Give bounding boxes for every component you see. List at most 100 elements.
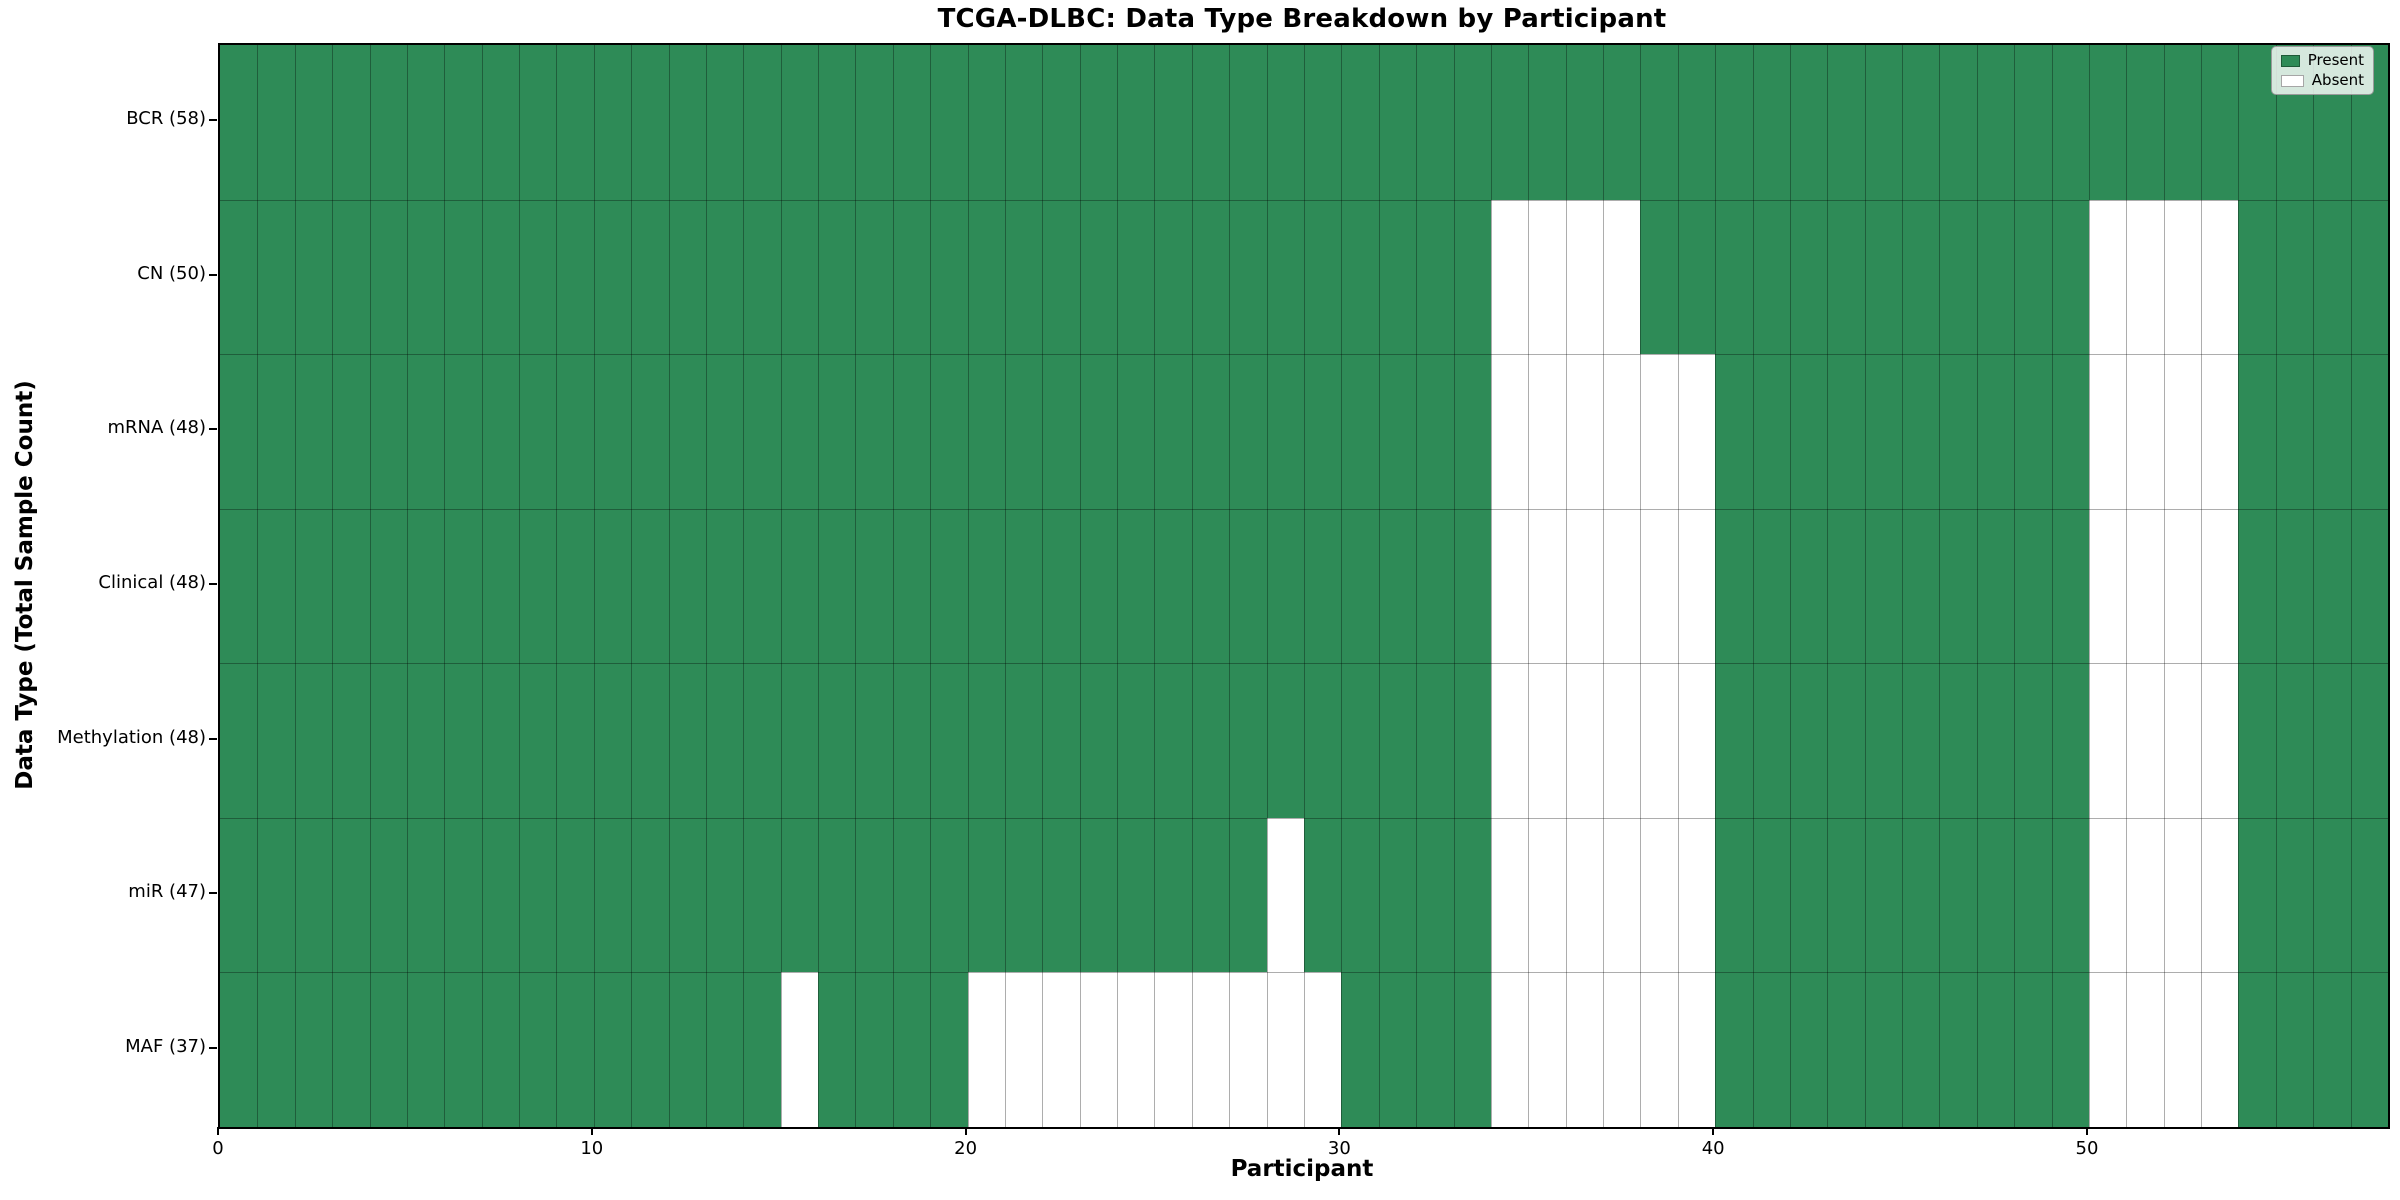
- gridline-vertical: [1191, 45, 1193, 1127]
- y-tick-mark: [209, 583, 217, 585]
- gridline-vertical: [1042, 45, 1044, 1127]
- heatmap-cell-absent: [2201, 508, 2239, 664]
- gridline-vertical: [369, 45, 371, 1127]
- y-tick-label: miR (47): [128, 881, 206, 903]
- gridline-vertical: [2275, 45, 2277, 1127]
- heatmap-cell-absent: [2201, 972, 2239, 1127]
- heatmap-cell-absent: [1004, 972, 1043, 1127]
- gridline-horizontal: [220, 199, 2388, 201]
- legend-row-present: Present: [2281, 53, 2364, 68]
- y-tick-mark: [209, 273, 217, 276]
- gridline-horizontal: [220, 972, 2388, 974]
- gridline-horizontal: [220, 354, 2388, 356]
- x-tick-label: 0: [212, 1138, 224, 1159]
- gridline-vertical: [705, 45, 707, 1127]
- y-tick-label: mRNA (48): [107, 417, 207, 439]
- heatmap-cell-absent: [1528, 199, 1566, 355]
- y-tick-label: BCR (58): [126, 108, 206, 130]
- x-tick-label: 30: [1327, 1138, 1351, 1159]
- gridline-vertical: [1789, 45, 1791, 1127]
- heatmap-cell-absent: [1154, 972, 1192, 1127]
- heatmap-cell-absent: [2201, 354, 2239, 509]
- heatmap-cell-absent: [1565, 199, 1604, 355]
- heatmap-cell-absent: [1603, 354, 1641, 509]
- heatmap-cell-absent: [1603, 817, 1641, 973]
- gridline-vertical: [1528, 45, 1530, 1127]
- heatmap-cell-absent: [1677, 508, 1716, 664]
- heatmap-cell-absent: [1528, 663, 1566, 818]
- heatmap-cell-absent: [1490, 663, 1529, 818]
- heatmap-cell-absent: [1640, 354, 1678, 509]
- gridline-vertical: [1752, 45, 1754, 1127]
- y-tick-label: Methylation (48): [57, 726, 206, 748]
- x-tick-mark: [217, 1127, 219, 1135]
- x-tick-mark: [2085, 1127, 2088, 1135]
- x-tick-label: 20: [954, 1138, 978, 1159]
- heatmap-cell-absent: [780, 972, 819, 1127]
- gridline-vertical: [2201, 45, 2203, 1127]
- x-tick-label: 50: [2075, 1138, 2099, 1159]
- gridline-vertical: [1453, 45, 1455, 1127]
- heatmap-cell-absent: [1640, 663, 1678, 818]
- y-tick-label: Clinical (48): [98, 572, 206, 593]
- heatmap-cell-absent: [2126, 354, 2164, 509]
- y-tick-mark: [209, 1046, 217, 1049]
- y-tick-mark: [209, 428, 217, 431]
- gridline-vertical: [257, 45, 259, 1127]
- gridline-vertical: [1902, 45, 1904, 1127]
- gridline-vertical: [1976, 45, 1978, 1127]
- gridline-vertical: [1117, 45, 1119, 1127]
- gridline-vertical: [1266, 45, 1268, 1127]
- heatmap-cell-absent: [967, 972, 1005, 1127]
- gridline-vertical: [1490, 45, 1492, 1127]
- heatmap-cell-absent: [2126, 663, 2164, 818]
- heatmap-cell-absent: [2088, 972, 2127, 1127]
- heatmap-cell-absent: [1528, 972, 1566, 1127]
- x-tick-label: 40: [1701, 1138, 1725, 1159]
- gridline-vertical: [2238, 45, 2240, 1127]
- heatmap-cell-absent: [1565, 354, 1604, 509]
- absent-swatch-icon: [2281, 74, 2304, 87]
- heatmap-cell-absent: [2088, 199, 2127, 355]
- legend-row-absent: Absent: [2281, 73, 2364, 88]
- gridline-vertical: [332, 45, 334, 1127]
- gridline-vertical: [818, 45, 820, 1127]
- heatmap-cell-absent: [1528, 817, 1566, 973]
- heatmap-cell-absent: [2163, 508, 2202, 664]
- heatmap-cell-absent: [2163, 199, 2202, 355]
- y-tick-mark: [209, 119, 217, 122]
- heatmap-cell-absent: [1266, 817, 1304, 973]
- y-tick-mark: [209, 737, 217, 740]
- heatmap-cell-absent: [1603, 663, 1641, 818]
- heatmap-cell-absent: [2088, 354, 2127, 509]
- gridline-vertical: [1677, 45, 1679, 1127]
- y-tick-mark: [209, 892, 217, 895]
- x-axis-label: Participant: [1230, 1156, 1374, 1182]
- heatmap-cell-absent: [1490, 354, 1529, 509]
- gridline-vertical: [1154, 45, 1156, 1127]
- heatmap-cell-absent: [1079, 972, 1118, 1127]
- gridline-vertical: [1715, 45, 1717, 1127]
- heatmap-cell-absent: [2163, 972, 2202, 1127]
- heatmap-cell-absent: [2126, 817, 2164, 973]
- heatmap-cell-absent: [1191, 972, 1230, 1127]
- x-tick-mark: [590, 1127, 593, 1135]
- gridline-vertical: [892, 45, 894, 1127]
- heatmap-cell-absent: [1565, 663, 1604, 818]
- gridline-horizontal: [220, 663, 2388, 665]
- gridline-vertical: [2163, 45, 2165, 1127]
- chart-title: TCGA-DLBC: Data Type Breakdown by Partic…: [937, 4, 1667, 34]
- heatmap-cell-absent: [1677, 817, 1716, 973]
- gridline-vertical: [2350, 45, 2352, 1127]
- gridline-vertical: [556, 45, 558, 1127]
- gridline-vertical: [1565, 45, 1567, 1127]
- y-tick-label: CN (50): [137, 262, 206, 284]
- legend-absent-label: Absent: [2311, 71, 2364, 89]
- heatmap-cell-absent: [2126, 199, 2164, 355]
- heatmap-cell-absent: [1640, 508, 1678, 664]
- gridline-vertical: [1378, 45, 1380, 1127]
- legend-present-label: Present: [2307, 51, 2364, 69]
- heatmap-cell-absent: [1603, 972, 1641, 1127]
- heatmap-cell-absent: [1565, 972, 1604, 1127]
